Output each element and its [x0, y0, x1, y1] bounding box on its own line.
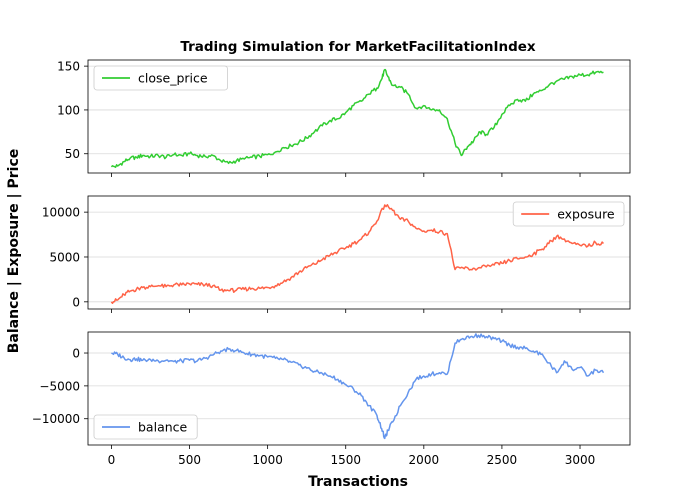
chart-title: Trading Simulation for MarketFacilitatio… [180, 39, 536, 55]
legend: balance [93, 414, 198, 440]
legend-label: close_price [138, 71, 208, 86]
legend: close_price [93, 65, 229, 91]
x-tick-label: 2500 [487, 453, 518, 467]
x-tick-label: 0 [108, 453, 116, 467]
legend-label: balance [138, 420, 188, 435]
x-tick-label: 1000 [252, 453, 283, 467]
x-tick-label: 2000 [409, 453, 440, 467]
x-axis-label: Transactions [308, 474, 408, 490]
series-line-exposure [110, 203, 605, 305]
y-tick-label: 0 [72, 295, 80, 309]
y-tick-label: 50 [65, 147, 80, 161]
y-tick-label: −10000 [32, 412, 80, 426]
y-tick-label: 100 [57, 103, 80, 117]
y-tick-label: 5000 [49, 250, 80, 264]
axes-frame [87, 195, 631, 310]
panel-balance: −10000 −5000 0 balance [32, 331, 631, 449]
axes-frame [87, 331, 631, 446]
y-tick-label: 150 [57, 60, 80, 74]
x-tick-label: 500 [178, 453, 201, 467]
series-line-balance [111, 333, 605, 440]
legend: exposure [512, 201, 625, 227]
series-line-close_price [110, 68, 604, 168]
x-tick-label: 3000 [565, 453, 596, 467]
axes-frame [87, 59, 631, 174]
legend-label: exposure [557, 207, 615, 222]
panel-exposure: 0 5000 10000 exposure [42, 195, 631, 313]
x-tick-label: 1500 [330, 453, 361, 467]
y-tick-label: 10000 [42, 206, 80, 220]
legend-box [512, 201, 625, 227]
panel-close_price: 50 100 150 close_price [57, 59, 631, 177]
legend-box [93, 65, 229, 91]
y-tick-label: −5000 [39, 379, 80, 393]
legend-box [93, 414, 198, 440]
y-tick-label: 0 [72, 347, 80, 361]
y-axis-label: Balance | Exposure | Price [6, 149, 22, 354]
